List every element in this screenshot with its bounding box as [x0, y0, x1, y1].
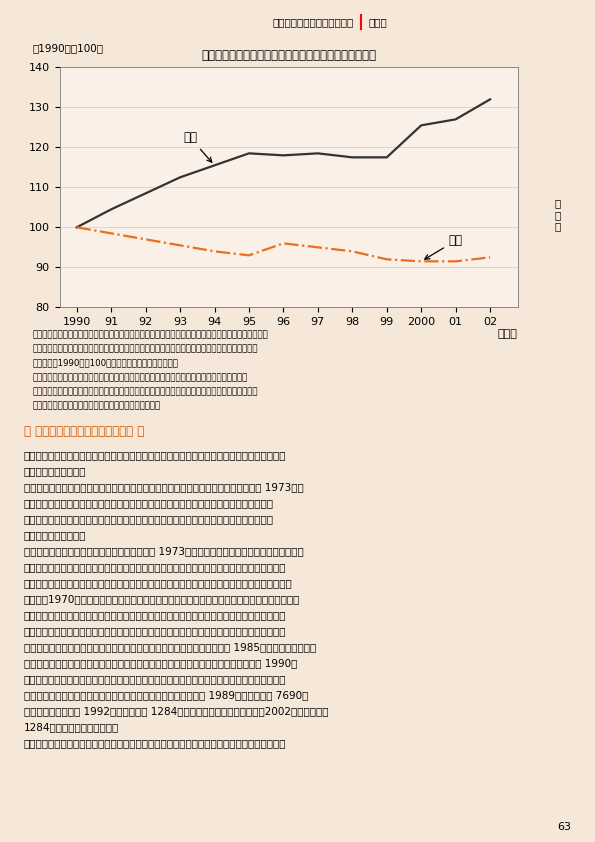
Text: じ、対外直接投資は為替レートの円高側の推移に合わせるような形で増加傾向にある（第: じ、対外直接投資は為替レートの円高側の推移に合わせるような形で増加傾向にある（第: [24, 514, 274, 525]
Text: 輸出入構造の変化の原因としては、対外直接投資の増加や国内企業の海外生産の増加といっ: 輸出入構造の変化の原因としては、対外直接投資の増加や国内企業の海外生産の増加とい…: [24, 450, 286, 461]
Text: 〔 対外直接投資と海外生産の増加 〕: 〔 対外直接投資と海外生産の増加 〕: [24, 425, 144, 438]
Text: においては企業内のバランスシートの悪化により急激に減少し、 1989年度には９兆 7690億: においては企業内のバランスシートの悪化により急激に減少し、 1989年度には９兆…: [24, 690, 308, 701]
Text: た点等が挙げられる。: た点等が挙げられる。: [24, 466, 86, 477]
Text: 資料出所　財務省「貳易統計」、日本銀行「企業物価指数」から厚生労働省労働政策担当参事官室試算: 資料出所 財務省「貳易統計」、日本銀行「企業物価指数」から厚生労働省労働政策担当…: [33, 330, 268, 339]
Text: や電気機械器等への投資を行うとともに、筌源の安定的供給を目的とした直接投資が行われた。: や電気機械器等への投資を行うとともに、筌源の安定的供給を目的とした直接投資が行わ…: [24, 578, 293, 589]
Text: 1990年を100として指数化したものである。: 1990年を100として指数化したものである。: [33, 359, 178, 368]
Text: 接投資が活発化し、金融機関を中心とした海外への事業展開がなされた。 1985年のプラザ合意後は: 接投資が活発化し、金融機関を中心とした海外への事業展開がなされた。 1985年の…: [24, 642, 316, 653]
Text: 「高付加価値化（低付加価値化）」の水準を表すものではない点に留意する必要がある。: 「高付加価値化（低付加価値化）」の水準を表すものではない点に留意する必要がある。: [33, 387, 258, 397]
Text: くなっていく中で、日本からの輸出ではなく、現地による生産を重視し、電気機械や輸送用機: くなっていく中で、日本からの輸出ではなく、現地による生産を重視し、電気機械や輸送…: [24, 610, 286, 621]
Text: 第
１
章: 第 １ 章: [555, 198, 561, 232]
Text: １－（１）－５図）。: １－（１）－５図）。: [24, 530, 86, 541]
Text: 件費等コストが上昇していく中で、繊維業を中心にコストの削減を求めてアジアにおける繊維: 件費等コストが上昇していく中で、繊維業を中心にコストの削減を求めてアジアにおける…: [24, 562, 286, 573]
Text: 第１章: 第１章: [369, 17, 388, 27]
Text: 対外直接投資のこれまでの動向については、 1973年の変動為替相場制移行当初は、国内の人: 対外直接投資のこれまでの動向については、 1973年の変動為替相場制移行当初は、…: [24, 546, 303, 557]
Text: 器等の投資を活発化させていった。同時に国内の好景気を背景に非繊維業においても、対外直: 器等の投資を活発化させていった。同時に国内の好景気を背景に非繊維業においても、対…: [24, 626, 286, 637]
Text: 1284億円にとどまっている。: 1284億円にとどまっている。: [24, 722, 119, 733]
Title: 第１－（１）－８図　輸出・輸入の高付加価値化の推移: 第１－（１）－８図 輸出・輸入の高付加価値化の推移: [201, 49, 376, 62]
Text: 代のバブル崩壊以降は、製造業においては円高が続く中で対外直接投資を行う一方、非製造業: 代のバブル崩壊以降は、製造業においては円高が続く中で対外直接投資を行う一方、非製…: [24, 674, 286, 685]
Text: 経済社会の変化と雇用の現状: 経済社会の変化と雇用の現状: [273, 17, 354, 27]
Text: 円高が進んでつれ、製造業は生産コストの削減と労働力を求めアジアへと進出した。 1990年: 円高が進んでつれ、製造業は生産コストの削減と労働力を求めアジアへと進出した。 1…: [24, 658, 297, 669]
Text: （1990年＝100）: （1990年＝100）: [33, 43, 104, 53]
Text: ３）試算方法の詳細については、付注３を参照。: ３）試算方法の詳細については、付注３を参照。: [33, 402, 161, 411]
Text: 次に、国内企業の海外生産の動向について、経済産業省「海外事業活動基本調査」によりみ: 次に、国内企業の海外生産の動向について、経済産業省「海外事業活動基本調査」により…: [24, 738, 286, 749]
Text: （注）　１）「貳易統計」輸出（輸入）価格指数＇「企業物価指数」輸出（輸入）物価指数の値を: （注） １）「貳易統計」輸出（輸入）価格指数＇「企業物価指数」輸出（輸入）物価指…: [33, 344, 258, 354]
Text: 月に固定相場制から変動相場制に移行した後、第１次・第２次石油危機、プラザ合意を通: 月に固定相場制から変動相場制に移行した後、第１次・第２次石油危機、プラザ合意を通: [24, 498, 274, 509]
Text: 輸入: 輸入: [425, 234, 463, 259]
Text: ２）指数の上昇（低下）は高付加価値化（低付加価値化）を表す。ただし、指数自体が: ２）指数の上昇（低下）は高付加価値化（低付加価値化）を表す。ただし、指数自体が: [33, 373, 248, 382]
Text: （年）: （年）: [498, 329, 518, 339]
Text: 輸出: 輸出: [183, 131, 212, 163]
Text: 円であったものが、 1992年度には４兆 1284億円と半分程度となり、直近の2002年度でも４兆: 円であったものが、 1992年度には４兆 1284億円と半分程度となり、直近の2…: [24, 706, 328, 717]
Text: その後、1970年代後半などには、特にアメリカを中心とした欧米先進諸国との貳易摩擦が大き: その後、1970年代後半などには、特にアメリカを中心とした欧米先進諸国との貳易摩…: [24, 594, 300, 605]
Text: 63: 63: [557, 822, 571, 832]
Text: まず、対外直接投資については、為替レートからの影響を受けており、為替相場が 1973年２: まず、対外直接投資については、為替レートからの影響を受けており、為替相場が 19…: [24, 482, 303, 493]
